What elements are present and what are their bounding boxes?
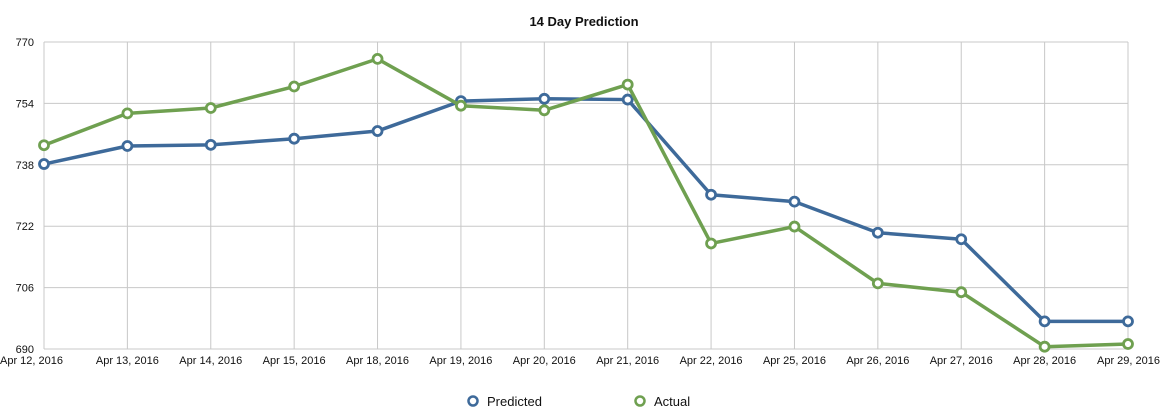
data-point-actual	[1038, 340, 1051, 353]
data-point-predicted	[38, 158, 50, 170]
data-point-actual	[121, 107, 134, 120]
data-point-predicted	[788, 195, 801, 208]
legend-marker-actual	[634, 395, 646, 407]
x-tick-label: Apr 21, 2016	[596, 355, 659, 367]
data-point-predicted	[121, 140, 134, 152]
x-tick-label: Apr 14, 2016	[179, 355, 242, 367]
y-tick-label: 722	[16, 221, 34, 233]
data-point-predicted	[204, 138, 217, 151]
legend-marker-predicted	[467, 395, 479, 407]
y-tick-label: 690	[16, 344, 34, 356]
legend-label-predicted: Predicted	[487, 394, 542, 409]
data-point-predicted	[705, 188, 717, 201]
data-point-predicted	[288, 132, 301, 145]
data-point-predicted	[621, 93, 634, 106]
data-point-actual	[788, 220, 801, 233]
y-tick-label: 770	[16, 37, 34, 49]
data-point-actual	[538, 104, 551, 117]
x-tick-label: Apr 28, 2016	[1013, 355, 1076, 367]
data-point-predicted	[371, 125, 384, 137]
x-tick-label: Apr 25, 2016	[763, 355, 826, 367]
x-tick-label: Apr 20, 2016	[513, 355, 576, 367]
data-point-actual	[955, 286, 968, 299]
x-tick-label: Apr 26, 2016	[846, 355, 909, 367]
data-point-actual	[621, 78, 634, 91]
data-point-predicted	[1122, 315, 1134, 328]
x-tick-label: Apr 12, 2016	[0, 355, 63, 367]
y-tick-label: 738	[16, 160, 34, 172]
data-point-actual	[705, 237, 717, 250]
y-tick-label: 754	[16, 98, 34, 110]
x-tick-label: Apr 27, 2016	[930, 355, 993, 367]
legend: Predicted Actual	[467, 394, 690, 409]
x-tick-label: Apr 13, 2016	[96, 355, 159, 367]
data-point-actual	[1122, 338, 1134, 350]
data-point-actual	[38, 139, 50, 152]
x-tick-label: Apr 18, 2016	[346, 355, 409, 367]
data-point-actual	[371, 52, 384, 65]
data-point-predicted	[955, 233, 968, 246]
data-point-actual	[204, 102, 217, 114]
grid	[43, 41, 1129, 350]
x-tick-label: Apr 29, 2016	[1097, 355, 1160, 367]
y-axis: 690 706 722 738 754 770	[16, 37, 34, 356]
chart-title: 14 Day Prediction	[529, 14, 638, 29]
series-group	[38, 52, 1134, 353]
y-tick-label: 706	[16, 283, 34, 295]
data-point-predicted	[538, 92, 551, 105]
x-tick-label: Apr 22, 2016	[680, 355, 743, 367]
data-point-predicted	[871, 226, 884, 239]
x-tick-label: Apr 19, 2016	[429, 355, 492, 367]
data-point-actual	[455, 99, 467, 112]
series-line-actual	[42, 57, 1130, 349]
data-point-actual	[871, 277, 884, 290]
legend-label-actual: Actual	[654, 394, 690, 409]
data-point-actual	[288, 80, 301, 93]
data-point-predicted	[1038, 315, 1051, 328]
x-axis: Apr 12, 2016 Apr 13, 2016 Apr 14, 2016 Apr …	[0, 355, 1160, 367]
x-tick-label: Apr 15, 2016	[263, 355, 326, 367]
